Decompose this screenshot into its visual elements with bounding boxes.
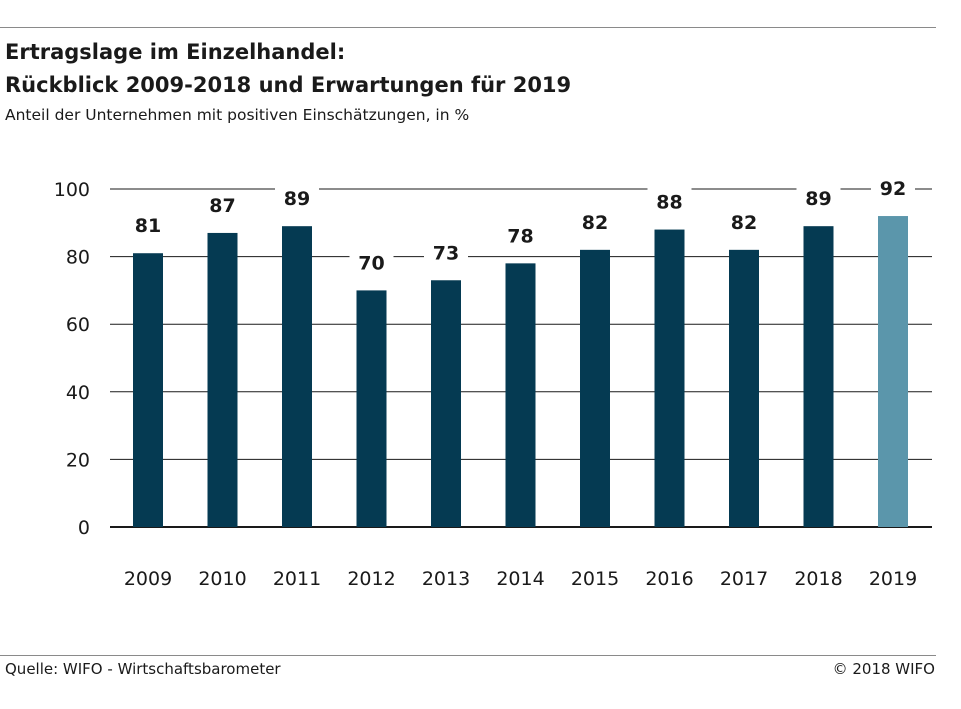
bar-2010 bbox=[207, 232, 238, 527]
y-tick-label: 40 bbox=[66, 382, 90, 404]
x-tick-label: 2015 bbox=[571, 568, 619, 590]
data-label-backdrop bbox=[200, 190, 245, 217]
bar-2012 bbox=[356, 290, 387, 527]
data-label: 82 bbox=[582, 212, 608, 234]
data-label: 73 bbox=[433, 242, 459, 264]
data-label-backdrop bbox=[498, 221, 543, 248]
data-label-backdrop bbox=[647, 187, 692, 214]
x-tick-label: 2017 bbox=[720, 568, 768, 590]
data-label: 92 bbox=[880, 178, 906, 200]
data-label-backdrop bbox=[796, 184, 841, 211]
bottom-rule bbox=[0, 655, 936, 656]
y-tick-label: 20 bbox=[66, 449, 90, 471]
bar-2018 bbox=[803, 226, 834, 527]
data-label: 81 bbox=[135, 215, 161, 237]
copyright-note: © 2018 WIFO bbox=[832, 660, 935, 678]
data-label: 78 bbox=[507, 225, 533, 247]
data-label-backdrop bbox=[871, 174, 915, 201]
bar-2009 bbox=[133, 253, 163, 527]
bar-2017 bbox=[729, 249, 759, 527]
data-label-backdrop bbox=[573, 207, 617, 234]
chart-title-line2: Rückblick 2009-2018 und Erwartungen für … bbox=[5, 73, 572, 97]
bar-2019 bbox=[878, 216, 908, 528]
data-label: 88 bbox=[656, 192, 682, 214]
bars bbox=[126, 174, 915, 528]
bar-2014 bbox=[505, 263, 536, 527]
x-axis-ticks: 2009 2010 2011 2012 2013 2014 2015 2016 2017 2018… bbox=[124, 568, 917, 590]
x-tick-label: 2019 bbox=[869, 568, 917, 590]
top-rule bbox=[0, 27, 936, 28]
data-label-backdrop bbox=[722, 207, 766, 234]
y-axis-ticks: 0 20 40 60 80 100 bbox=[54, 179, 90, 539]
data-label: 87 bbox=[209, 195, 235, 217]
y-tick-label: 60 bbox=[66, 314, 90, 336]
data-label-backdrop bbox=[126, 211, 170, 238]
x-tick-label: 2009 bbox=[124, 568, 172, 590]
bar-2013 bbox=[431, 280, 461, 527]
data-label: 70 bbox=[358, 252, 384, 274]
data-label: 89 bbox=[284, 188, 310, 210]
bar-chart: 0 20 40 60 80 100 81 87 89 70 73 78 82 88 82 89 92 2009… bbox=[53, 174, 932, 590]
x-tick-label: 2016 bbox=[645, 568, 693, 590]
x-tick-label: 2010 bbox=[198, 568, 246, 590]
bar-2016 bbox=[654, 229, 685, 527]
data-label-backdrop bbox=[275, 184, 319, 211]
data-label-backdrop bbox=[424, 238, 468, 265]
x-tick-label: 2018 bbox=[794, 568, 842, 590]
y-tick-label: 0 bbox=[78, 517, 90, 539]
data-label: 89 bbox=[805, 188, 831, 210]
chart-subtitle: Anteil der Unternehmen mit positiven Ein… bbox=[5, 106, 470, 124]
y-tick-label: 100 bbox=[54, 179, 90, 201]
data-labels: 81 87 89 70 73 78 82 88 82 89 92 bbox=[135, 178, 906, 274]
y-tick-label: 80 bbox=[66, 247, 90, 269]
x-tick-label: 2012 bbox=[347, 568, 395, 590]
x-tick-label: 2013 bbox=[422, 568, 470, 590]
chart-title-line1: Ertragslage im Einzelhandel: bbox=[5, 40, 346, 64]
data-label: 82 bbox=[731, 212, 757, 234]
bar-2011 bbox=[282, 226, 312, 527]
source-note: Quelle: WIFO - Wirtschaftsbarometer bbox=[5, 660, 281, 678]
bar-2015 bbox=[580, 249, 610, 527]
x-tick-label: 2011 bbox=[273, 568, 321, 590]
x-tick-label: 2014 bbox=[496, 568, 544, 590]
data-label-backdrop bbox=[349, 248, 394, 275]
